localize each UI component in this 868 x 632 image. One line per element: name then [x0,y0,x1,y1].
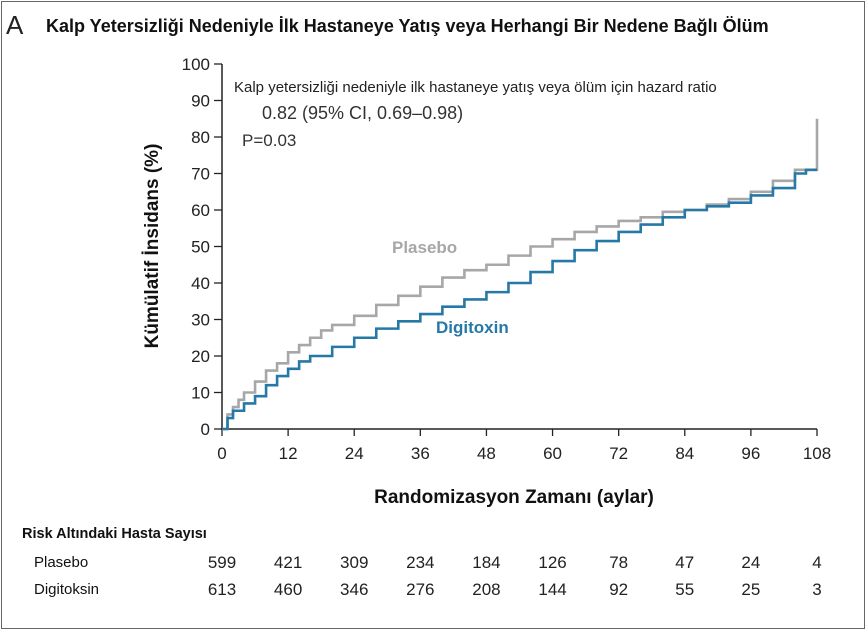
y-tick-label-30: 30 [191,311,210,330]
risk-cell: 184 [472,553,501,572]
risk-cell: 599 [207,553,237,572]
panel-letter: A [6,10,24,40]
risk-cell: 234 [406,553,435,572]
series-label-digitoxin: Digitoxin [436,318,509,337]
series-line-plasebo [222,118,819,431]
series-label-plasebo: Plasebo [392,238,457,257]
x-tick-label-108: 108 [803,444,831,463]
x-tick-label-96: 96 [741,444,760,463]
x-tick-label-48: 48 [477,444,496,463]
x-axis-label: Randomizasyon Zamanı (aylar) [374,487,654,508]
y-tick-label-100: 100 [182,55,210,74]
y-tick-label-20: 20 [191,347,210,366]
x-tick-label-60: 60 [543,444,562,463]
x-tick-label-0: 0 [217,444,226,463]
risk-cell: 3 [812,580,822,599]
risk-cell: 208 [472,580,501,599]
risk-cell: 460 [273,580,303,599]
risk-cell: 421 [273,553,303,572]
risk-cell: 346 [340,580,369,599]
y-tick-label-0: 0 [201,420,210,439]
risk-cell: 92 [609,580,629,599]
y-tick-label-70: 70 [191,165,210,184]
y-axis-label: Kümülatif İnsidans (%) [142,144,163,349]
y-tick-label-60: 60 [191,201,210,220]
series-layer [222,118,819,431]
risk-cell: 55 [675,580,695,599]
risk-cell: 144 [538,580,567,599]
y-tick-label-90: 90 [191,92,210,111]
x-tick-label-84: 84 [675,444,694,463]
x-tick-label-36: 36 [411,444,430,463]
risk-cell: 78 [609,553,629,572]
annotation-line1: Kalp yetersizliği nedeniyle ilk hastaney… [234,79,717,96]
risk-cell: 4 [812,553,822,572]
x-tick-label-72: 72 [609,444,628,463]
series-line-digitoxin [222,168,817,431]
x-tick-label-24: 24 [345,444,364,463]
risk-cell: 47 [675,553,695,572]
axes-layer: 0 10 20 30 40 50 60 70 80 90 100 0 12 24 36 48 60 72 84 96 1… [182,55,832,463]
annotation-line3: P=0.03 [242,131,296,150]
risk-row-label: Digitoksin [34,581,100,598]
risk-cell: 126 [538,553,567,572]
risk-cell: 25 [741,580,761,599]
y-tick-label-50: 50 [191,238,210,257]
risk-cell: 309 [340,553,369,572]
risk-cell: 24 [741,553,761,572]
risk-cell: 276 [406,580,435,599]
risk-row-label: Plasebo [34,554,89,571]
y-tick-label-80: 80 [191,128,210,147]
annotation-line2: 0.82 (95% CI, 0.69–0.98) [262,103,463,123]
x-tick-label-12: 12 [279,444,298,463]
risk-table-header: Risk Altındaki Hasta Sayısı [22,526,207,542]
y-tick-label-40: 40 [191,274,210,293]
y-tick-label-10: 10 [191,384,210,403]
chart-title: Kalp Yetersizliği Nedeniyle İlk Hastaney… [46,16,769,36]
risk-cell: 613 [207,580,237,599]
